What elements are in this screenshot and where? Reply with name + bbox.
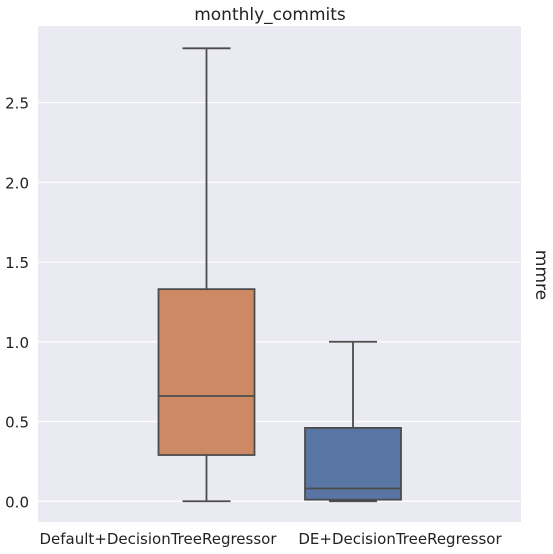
y-tick-label: 0.0	[5, 493, 29, 511]
grid-lines	[38, 101, 521, 502]
y-tick-label: 1.5	[5, 254, 29, 272]
x-axis-ticks: Default+DecisionTreeRegressor DE+Decision…	[39, 530, 502, 548]
plot-background	[38, 26, 521, 522]
x-tick-label: DE+DecisionTreeRegressor	[298, 530, 502, 548]
y-axis-label: mmre	[531, 250, 551, 300]
box-2	[304, 340, 402, 503]
box-iqr	[157, 288, 256, 456]
x-tick-label: Default+DecisionTreeRegressor	[39, 530, 277, 548]
y-tick-label: 2.0	[5, 174, 29, 192]
box-plot-series	[157, 47, 402, 503]
y-axis-ticks: 0.0 0.5 1.0 1.5 2.0 2.5	[5, 95, 29, 512]
box-1	[157, 47, 256, 503]
y-tick-label: 1.0	[5, 334, 29, 352]
y-tick-label: 2.5	[5, 95, 29, 113]
chart-title: monthly_commits	[194, 5, 346, 25]
y-tick-label: 0.5	[5, 414, 29, 432]
